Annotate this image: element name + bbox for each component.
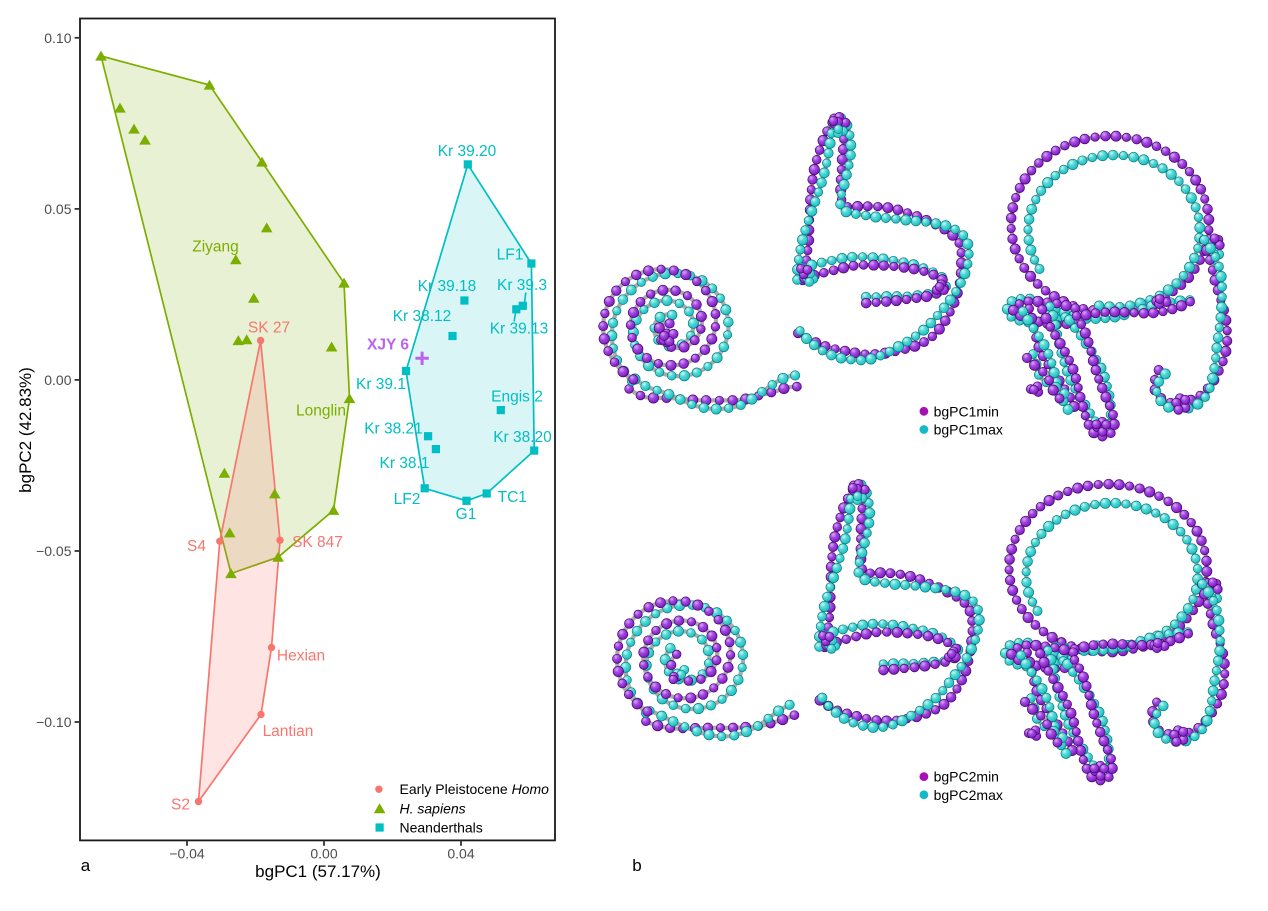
svg-text:H. sapiens: H. sapiens bbox=[400, 800, 466, 816]
svg-text:Neanderthals: Neanderthals bbox=[400, 819, 483, 835]
svg-text:b: b bbox=[632, 856, 641, 875]
svg-text:Kr 39.3: Kr 39.3 bbox=[497, 277, 547, 294]
svg-text:Ziyang: Ziyang bbox=[192, 238, 239, 255]
svg-text:TC1: TC1 bbox=[498, 489, 527, 506]
svg-text:Longlin: Longlin bbox=[296, 402, 346, 419]
svg-text:0.00: 0.00 bbox=[310, 846, 337, 862]
svg-text:−0.05: −0.05 bbox=[36, 543, 72, 559]
svg-text:S2: S2 bbox=[171, 796, 190, 813]
svg-text:0.10: 0.10 bbox=[44, 30, 71, 46]
svg-text:SK 847: SK 847 bbox=[292, 534, 343, 551]
svg-text:LF2: LF2 bbox=[394, 491, 421, 508]
svg-text:XJY 6: XJY 6 bbox=[367, 336, 409, 353]
svg-text:LF1: LF1 bbox=[497, 246, 524, 263]
svg-text:G1: G1 bbox=[456, 506, 477, 523]
svg-text:Kr 39.1: Kr 39.1 bbox=[356, 376, 406, 393]
svg-text:Engis 2: Engis 2 bbox=[491, 388, 543, 405]
svg-text:SK 27: SK 27 bbox=[248, 319, 290, 336]
svg-text:−0.04: −0.04 bbox=[169, 846, 205, 862]
svg-text:bgPC2 (42.83%): bgPC2 (42.83%) bbox=[16, 367, 35, 493]
svg-text:bgPC2min: bgPC2min bbox=[934, 769, 999, 785]
svg-text:S4: S4 bbox=[187, 538, 206, 555]
svg-text:bgPC1 (57.17%): bgPC1 (57.17%) bbox=[255, 862, 381, 881]
svg-text:Kr 38.1: Kr 38.1 bbox=[380, 455, 430, 472]
svg-text:Kr 39.18: Kr 39.18 bbox=[418, 278, 477, 295]
svg-text:Kr 39.13: Kr 39.13 bbox=[490, 320, 549, 337]
svg-text:Lantian: Lantian bbox=[263, 723, 314, 740]
svg-text:Kr 39.20: Kr 39.20 bbox=[438, 143, 497, 160]
svg-text:−0.10: −0.10 bbox=[36, 714, 72, 730]
svg-text:Kr 38.21: Kr 38.21 bbox=[364, 420, 423, 437]
svg-text:bgPC2max: bgPC2max bbox=[934, 787, 1003, 803]
svg-text:0.04: 0.04 bbox=[447, 846, 474, 862]
svg-text:Kr 38.20: Kr 38.20 bbox=[493, 429, 552, 446]
svg-text:Early Pleistocene Homo: Early Pleistocene Homo bbox=[400, 781, 550, 797]
svg-text:0.00: 0.00 bbox=[44, 372, 71, 388]
svg-text:bgPC1min: bgPC1min bbox=[934, 403, 999, 419]
svg-text:bgPC1max: bgPC1max bbox=[934, 422, 1003, 438]
svg-text:a: a bbox=[81, 856, 91, 875]
svg-text:0.05: 0.05 bbox=[44, 201, 71, 217]
svg-text:Kr 38.12: Kr 38.12 bbox=[393, 308, 452, 325]
svg-text:Hexian: Hexian bbox=[277, 647, 325, 664]
